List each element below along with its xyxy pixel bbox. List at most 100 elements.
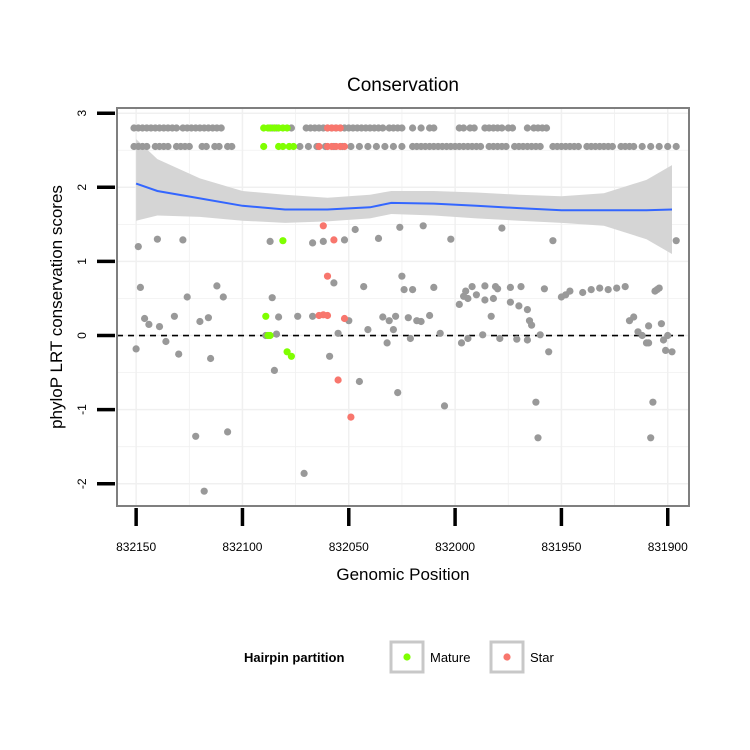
data-point-other xyxy=(183,293,191,301)
confidence-ribbon-layer xyxy=(136,139,673,254)
data-point-other xyxy=(515,302,523,310)
data-point-other xyxy=(496,334,504,343)
data-point-other xyxy=(172,124,181,132)
data-point-other xyxy=(545,348,553,356)
x-tick-label: 831900 xyxy=(648,540,688,554)
data-point-other xyxy=(347,142,355,151)
data-point-other xyxy=(513,335,521,343)
data-point-other xyxy=(532,398,540,406)
data-point-other xyxy=(275,313,283,321)
data-point-mature xyxy=(262,312,270,320)
data-point-other xyxy=(523,336,532,344)
legend: Hairpin partition Mature Star xyxy=(244,640,555,674)
data-point-other xyxy=(207,354,215,363)
data-point-other xyxy=(340,236,349,244)
y-tick-label: 2 xyxy=(75,184,89,191)
data-point-other xyxy=(272,330,281,338)
grid xyxy=(117,108,689,506)
legend-dot-mature xyxy=(403,653,411,661)
data-point-other xyxy=(192,432,200,440)
data-point-other xyxy=(379,313,387,321)
data-point-other xyxy=(481,296,489,304)
data-point-other xyxy=(134,243,142,251)
data-point-other xyxy=(664,142,672,151)
data-point-other xyxy=(319,237,327,245)
data-point-other xyxy=(300,469,308,477)
data-point-other xyxy=(645,322,653,330)
data-point-other xyxy=(664,331,672,340)
data-point-other xyxy=(392,312,400,320)
data-point-other xyxy=(455,300,463,308)
legend-item-star: Star xyxy=(489,640,555,674)
data-point-other xyxy=(389,142,397,151)
data-point-other xyxy=(574,142,583,151)
data-point-other xyxy=(672,142,680,151)
data-point-other xyxy=(215,142,223,151)
data-point-other xyxy=(383,339,391,347)
data-point-other xyxy=(202,142,210,151)
data-point-star xyxy=(340,142,349,151)
data-point-star xyxy=(315,142,323,151)
data-point-other xyxy=(534,434,542,442)
data-point-star xyxy=(319,311,327,319)
legend-key-mature xyxy=(389,640,425,674)
data-point-other xyxy=(196,317,204,326)
data-point-other xyxy=(309,239,317,247)
data-point-other xyxy=(638,142,646,151)
data-point-other xyxy=(409,286,417,294)
series-other xyxy=(130,124,680,495)
data-point-other xyxy=(360,283,368,291)
data-point-other xyxy=(217,124,225,132)
data-point-other xyxy=(417,317,425,326)
data-point-other xyxy=(436,329,444,337)
data-point-other xyxy=(334,329,342,337)
data-point-star xyxy=(330,236,338,244)
data-point-other xyxy=(668,348,676,356)
legend-label-mature: Mature xyxy=(430,650,470,665)
data-point-other xyxy=(268,294,276,302)
data-point-other xyxy=(481,282,489,290)
data-point-other xyxy=(528,321,536,329)
data-point-other xyxy=(470,124,478,132)
data-point-other xyxy=(266,237,274,245)
data-point-other xyxy=(394,389,402,397)
data-point-other xyxy=(566,287,574,295)
data-point-other xyxy=(596,284,604,292)
data-point-other xyxy=(364,142,372,151)
data-point-other xyxy=(657,320,666,328)
data-point-other xyxy=(630,142,638,151)
data-point-other xyxy=(549,237,557,245)
data-point-other xyxy=(426,311,434,320)
y-tick-label: -2 xyxy=(75,478,89,489)
data-point-other xyxy=(309,312,317,320)
data-point-other xyxy=(326,352,334,360)
data-point-other xyxy=(662,346,670,354)
smooth-line-layer xyxy=(135,182,673,212)
data-point-other xyxy=(330,279,338,287)
data-point-other xyxy=(396,223,404,231)
data-point-other xyxy=(604,286,612,294)
data-point-other xyxy=(385,317,393,325)
data-point-other xyxy=(542,124,551,132)
data-point-other xyxy=(164,142,172,151)
data-point-other xyxy=(398,142,406,151)
x-tick-label: 832000 xyxy=(435,540,475,554)
data-point-star xyxy=(340,314,349,323)
data-point-other xyxy=(460,124,468,132)
data-point-other xyxy=(540,285,549,293)
data-point-other xyxy=(219,293,227,301)
x-tick-label: 831950 xyxy=(541,540,581,554)
data-point-other xyxy=(498,224,506,232)
smooth-line xyxy=(135,182,673,212)
data-point-other xyxy=(477,142,485,151)
data-point-other xyxy=(170,312,178,320)
data-point-other xyxy=(502,142,510,151)
data-point-other xyxy=(355,377,363,386)
data-point-other xyxy=(659,336,668,344)
data-point-other xyxy=(489,294,497,303)
data-point-other xyxy=(647,142,655,151)
data-point-other xyxy=(630,313,638,321)
data-point-other xyxy=(419,222,427,230)
data-point-other xyxy=(141,314,149,323)
x-tick-label: 832100 xyxy=(222,540,262,554)
